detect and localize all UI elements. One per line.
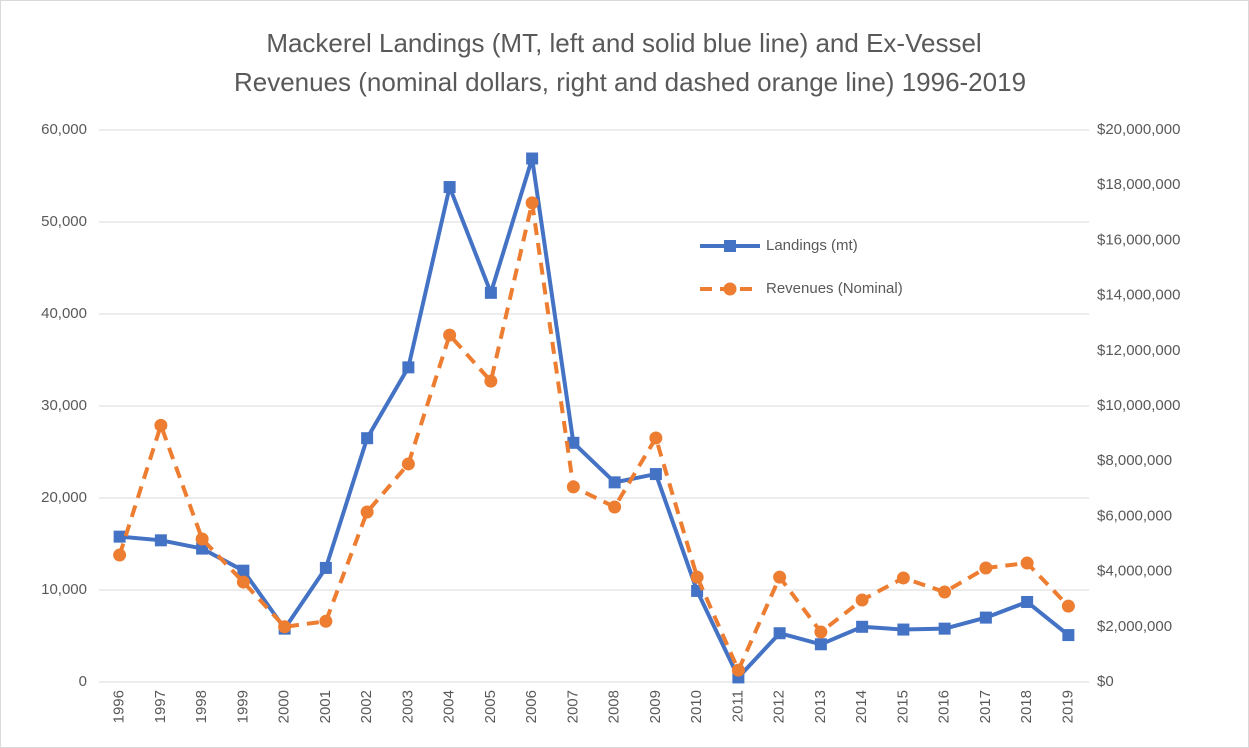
marker: [360, 505, 374, 519]
x-tick-label: 1997: [152, 690, 169, 723]
marker: [979, 611, 992, 624]
marker: [649, 468, 662, 481]
marker: [855, 593, 869, 607]
x-tick-label: 2001: [317, 690, 334, 723]
y-tick-label: 20,000: [41, 489, 87, 506]
y2-tick-label: $0: [1097, 673, 1114, 690]
x-tick-label: 2014: [853, 690, 870, 723]
y2-tick-label: $16,000,000: [1097, 231, 1180, 248]
marker: [896, 571, 910, 585]
marker: [897, 623, 910, 636]
marker: [525, 196, 539, 210]
x-tick-label: 2019: [1059, 690, 1076, 723]
marker: [196, 542, 209, 555]
x-tick-label: 2008: [606, 690, 623, 723]
x-tick-label: 2007: [564, 690, 581, 723]
marker: [401, 457, 415, 471]
y2-tick-label: $2,000,000: [1097, 618, 1172, 635]
y2-tick-label: $8,000,000: [1097, 452, 1172, 469]
y2-tick-label: $14,000,000: [1097, 287, 1180, 304]
y2-tick-label: $20,000,000: [1097, 121, 1180, 138]
marker: [773, 570, 787, 584]
marker: [319, 561, 332, 574]
marker: [361, 432, 374, 445]
x-tick-label: 2017: [977, 690, 994, 723]
marker: [402, 361, 415, 374]
x-tick-label: 2002: [358, 690, 375, 723]
marker: [773, 627, 786, 640]
marker: [443, 181, 456, 194]
marker: [649, 431, 663, 445]
y-tick-label: 10,000: [41, 581, 87, 598]
marker: [608, 476, 621, 489]
legend-label: Landings (mt): [766, 237, 858, 254]
marker: [443, 328, 457, 342]
marker: [814, 638, 827, 651]
x-tick-label: 2011: [729, 690, 746, 722]
marker: [814, 625, 828, 639]
x-tick-label: 2013: [812, 690, 829, 723]
y2-tick-label: $4,000,000: [1097, 563, 1172, 580]
x-tick-label: 2003: [399, 690, 416, 723]
series-line: [117, 200, 1070, 673]
x-tick-label: 1998: [193, 690, 210, 723]
marker: [154, 534, 167, 547]
x-tick-label: 1996: [111, 690, 128, 723]
marker: [856, 620, 869, 633]
y-tick-label: 40,000: [41, 305, 87, 322]
y2-tick-label: $6,000,000: [1097, 507, 1172, 524]
marker: [1020, 556, 1034, 570]
x-tick-label: 2009: [647, 690, 664, 723]
x-tick-label: 2005: [482, 690, 499, 723]
x-tick-label: 1999: [234, 690, 251, 723]
legend-label: Revenues (Nominal): [766, 280, 903, 297]
chart-title: Mackerel Landings (MT, left and solid bl…: [266, 28, 981, 58]
legend-marker: [724, 240, 736, 252]
marker: [690, 570, 704, 584]
y-tick-label: 60,000: [41, 121, 87, 138]
marker: [278, 620, 292, 634]
marker: [566, 480, 580, 494]
marker: [237, 564, 250, 577]
y2-tick-label: $12,000,000: [1097, 342, 1180, 359]
legend-marker: [723, 282, 737, 296]
marker: [608, 500, 622, 514]
marker: [484, 286, 497, 299]
x-tick-label: 2004: [441, 690, 458, 723]
y-tick-label: 30,000: [41, 397, 87, 414]
marker: [938, 622, 951, 635]
x-tick-label: 2016: [936, 690, 953, 723]
marker: [484, 374, 498, 388]
x-tick-label: 2018: [1018, 690, 1035, 723]
marker: [1061, 599, 1075, 613]
marker: [526, 152, 539, 165]
marker: [113, 548, 127, 562]
marker: [319, 614, 333, 628]
y2-tick-label: $18,000,000: [1097, 176, 1180, 193]
marker: [113, 530, 126, 543]
y-tick-label: 0: [79, 673, 87, 690]
x-tick-label: 2006: [523, 690, 540, 723]
marker: [195, 532, 209, 546]
y2-tick-label: $10,000,000: [1097, 397, 1180, 414]
marker: [731, 663, 745, 677]
marker: [567, 436, 580, 449]
x-tick-label: 2012: [771, 690, 788, 723]
marker: [1062, 629, 1075, 642]
chart-title: Revenues (nominal dollars, right and das…: [234, 67, 1026, 97]
marker: [979, 561, 993, 575]
marker: [154, 418, 168, 432]
marker: [236, 575, 250, 589]
x-tick-label: 2000: [276, 690, 293, 723]
x-tick-label: 2015: [894, 690, 911, 723]
x-tick-label: 2010: [688, 690, 705, 723]
marker: [938, 585, 952, 599]
y-tick-label: 50,000: [41, 213, 87, 230]
marker: [1021, 595, 1034, 608]
